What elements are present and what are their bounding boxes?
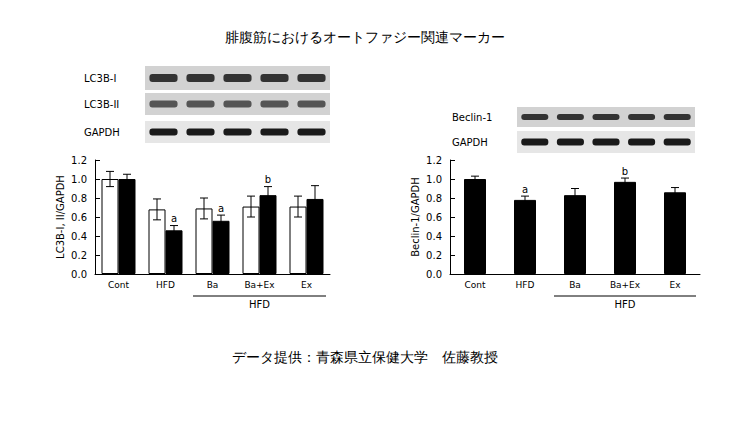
svg-text:Ba: Ba bbox=[207, 280, 219, 290]
svg-text:Cont: Cont bbox=[108, 280, 129, 290]
svg-text:HFD: HFD bbox=[156, 280, 175, 290]
svg-text:a: a bbox=[218, 203, 224, 214]
svg-text:LC3B-I, II/GAPDH: LC3B-I, II/GAPDH bbox=[55, 175, 66, 259]
svg-text:0.2: 0.2 bbox=[71, 250, 87, 261]
svg-text:0.4: 0.4 bbox=[71, 231, 87, 242]
svg-text:HFD: HFD bbox=[516, 280, 535, 290]
svg-text:GAPDH: GAPDH bbox=[452, 137, 488, 148]
svg-text:0.6: 0.6 bbox=[71, 212, 87, 223]
svg-text:Ba+Ex: Ba+Ex bbox=[244, 280, 275, 290]
svg-text:0.8: 0.8 bbox=[426, 193, 442, 204]
svg-text:1.0: 1.0 bbox=[426, 174, 442, 185]
svg-text:LC3B-II: LC3B-II bbox=[84, 99, 119, 110]
svg-text:b: b bbox=[622, 166, 628, 177]
svg-text:0.6: 0.6 bbox=[426, 212, 442, 223]
svg-text:0.0: 0.0 bbox=[426, 269, 442, 280]
svg-text:1.2: 1.2 bbox=[426, 155, 442, 166]
svg-text:Ex: Ex bbox=[669, 280, 681, 290]
svg-text:Ba: Ba bbox=[569, 280, 581, 290]
svg-text:腓腹筋におけるオートファジー関連マーカー: 腓腹筋におけるオートファジー関連マーカー bbox=[225, 29, 505, 45]
svg-text:LC3B-I: LC3B-I bbox=[84, 73, 116, 84]
svg-text:1.2: 1.2 bbox=[71, 155, 87, 166]
svg-text:0.2: 0.2 bbox=[426, 250, 442, 261]
svg-text:0.4: 0.4 bbox=[426, 231, 442, 242]
svg-text:Ex: Ex bbox=[301, 280, 313, 290]
svg-text:Cont: Cont bbox=[464, 280, 485, 290]
svg-text:HFD: HFD bbox=[615, 299, 636, 310]
svg-text:HFD: HFD bbox=[249, 299, 270, 310]
svg-text:a: a bbox=[522, 184, 528, 195]
svg-text:1.0: 1.0 bbox=[71, 174, 87, 185]
svg-text:Beclin-1: Beclin-1 bbox=[452, 112, 492, 123]
svg-text:Ba+Ex: Ba+Ex bbox=[610, 280, 641, 290]
svg-text:b: b bbox=[265, 174, 271, 185]
svg-text:データ提供：青森県立保健大学 佐藤教授: データ提供：青森県立保健大学 佐藤教授 bbox=[232, 349, 498, 365]
svg-text:0.8: 0.8 bbox=[71, 193, 87, 204]
svg-text:Beclin-1/GAPDH: Beclin-1/GAPDH bbox=[410, 177, 421, 257]
svg-text:0.0: 0.0 bbox=[71, 269, 87, 280]
svg-text:GAPDH: GAPDH bbox=[84, 127, 120, 138]
svg-text:a: a bbox=[171, 213, 177, 224]
